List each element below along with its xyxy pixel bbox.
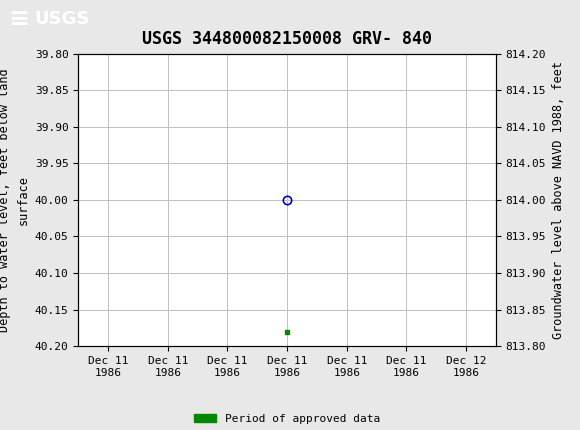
Text: ≡: ≡ xyxy=(9,7,30,31)
Title: USGS 344800082150008 GRV- 840: USGS 344800082150008 GRV- 840 xyxy=(142,30,432,48)
Y-axis label: Groundwater level above NAVD 1988, feet: Groundwater level above NAVD 1988, feet xyxy=(552,61,565,339)
Text: USGS: USGS xyxy=(35,10,90,28)
Legend: Period of approved data: Period of approved data xyxy=(190,409,385,428)
Y-axis label: Depth to water level, feet below land
surface: Depth to water level, feet below land su… xyxy=(0,68,29,332)
